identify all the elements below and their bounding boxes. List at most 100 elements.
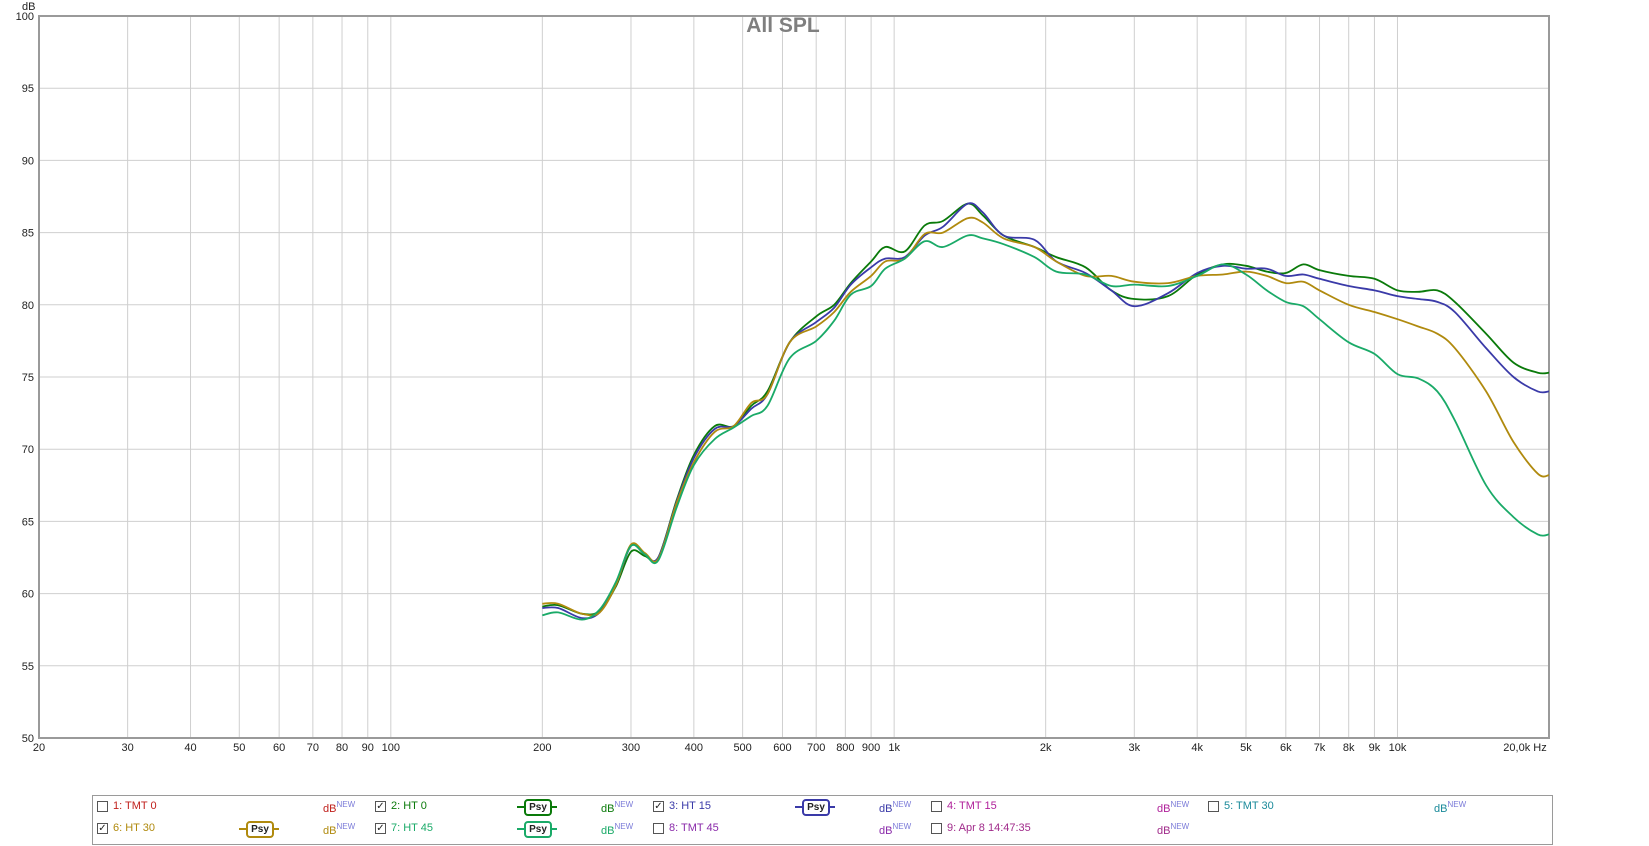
x-tick-label: 7k (1314, 742, 1326, 754)
legend-label[interactable]: 9: Apr 8 14:47:35 (947, 822, 1031, 834)
x-tick-label: 80 (336, 742, 348, 754)
legend-item: ✓ 6: HT 30 Psy dBNEW (93, 818, 363, 840)
y-axis-label: dB (22, 1, 35, 13)
x-tick-label: 8k (1343, 742, 1355, 754)
db-label: dB (879, 825, 893, 837)
x-tick-label: 900 (862, 742, 880, 754)
new-label: NEW (1170, 800, 1190, 809)
legend-checkbox[interactable] (931, 823, 942, 834)
legend-label[interactable]: 2: HT 0 (391, 800, 427, 812)
legend-checkbox[interactable]: ✓ (653, 801, 664, 812)
new-label: NEW (336, 822, 356, 831)
x-tick-label: 20,0k Hz (1503, 742, 1546, 754)
db-label: dB (1157, 803, 1171, 815)
y-tick-label: 100 (16, 11, 34, 23)
x-tick-label: 500 (733, 742, 751, 754)
new-label: NEW (1170, 822, 1190, 831)
x-tick-label: 700 (807, 742, 825, 754)
x-tick-label: 1k (888, 742, 900, 754)
legend-label[interactable]: 3: HT 15 (669, 800, 711, 812)
db-label: dB (1157, 825, 1171, 837)
new-label: NEW (614, 822, 634, 831)
y-tick-label: 80 (22, 300, 34, 312)
legend-item: ✓ 2: HT 0 Psy dBNEW (371, 796, 641, 818)
legend-checkbox[interactable] (653, 823, 664, 834)
x-tick-label: 800 (836, 742, 854, 754)
legend-label[interactable]: 4: TMT 15 (947, 800, 997, 812)
legend-checkbox[interactable]: ✓ (97, 823, 108, 834)
db-new-button[interactable]: dBNEW (601, 800, 633, 815)
legend-label[interactable]: 5: TMT 30 (1224, 800, 1274, 812)
x-tick-label: 400 (685, 742, 703, 754)
legend-checkbox[interactable]: ✓ (375, 801, 386, 812)
db-new-button[interactable]: dBNEW (601, 822, 633, 837)
y-tick-label: 70 (22, 444, 34, 456)
y-tick-labels: 50 55 60 65 70 75 80 85 90 95 100 (16, 11, 34, 745)
db-new-button[interactable]: dBNEW (1157, 822, 1189, 837)
db-label: dB (879, 803, 893, 815)
db-new-button[interactable]: dBNEW (1434, 800, 1466, 815)
y-tick-label: 50 (22, 733, 34, 745)
legend-checkbox[interactable] (97, 801, 108, 812)
legend-item: 4: TMT 15 dBNEW (927, 796, 1197, 818)
legend-row-2: ✓ 6: HT 30 Psy dBNEW ✓ 7: HT 45 Psy dBNEW 8: TMT… (93, 818, 1552, 840)
psy-smoothing-button[interactable]: Psy (517, 820, 557, 838)
y-tick-label: 85 (22, 228, 34, 240)
y-tick-label: 60 (22, 589, 34, 601)
legend-item: ✓ 7: HT 45 Psy dBNEW (371, 818, 641, 840)
new-label: NEW (614, 800, 634, 809)
series-line-6-ht-30 (542, 216, 1550, 617)
legend-item: 1: TMT 0 dBNEW (93, 796, 363, 818)
x-tick-label: 100 (382, 742, 400, 754)
x-tick-label: 6k (1280, 742, 1292, 754)
db-label: dB (1434, 803, 1448, 815)
x-tick-label: 4k (1191, 742, 1203, 754)
db-new-button[interactable]: dBNEW (1157, 800, 1189, 815)
spl-chart: 50 55 60 65 70 75 80 85 90 95 100 20 30 40 50 60 70 80 90… (16, 1, 1550, 754)
x-tick-label: 300 (622, 742, 640, 754)
db-new-button[interactable]: dBNEW (323, 800, 355, 815)
x-tick-label: 20 (33, 742, 45, 754)
x-tick-labels: 20 30 40 50 60 70 80 90 100 200 300 400 500 600 700 800… (33, 742, 1547, 754)
legend-row-1: 1: TMT 0 dBNEW ✓ 2: HT 0 Psy dBNEW ✓ 3: HT 15 Ps… (93, 796, 1552, 818)
grid-lines (38, 15, 1550, 739)
psy-label: Psy (524, 799, 552, 816)
db-label: dB (601, 803, 615, 815)
legend-label[interactable]: 8: TMT 45 (669, 822, 719, 834)
psy-smoothing-button[interactable]: Psy (795, 798, 835, 816)
x-tick-label: 2k (1040, 742, 1052, 754)
x-tick-label: 9k (1369, 742, 1381, 754)
x-tick-label: 50 (233, 742, 245, 754)
psy-label: Psy (802, 799, 830, 816)
x-tick-label: 10k (1389, 742, 1407, 754)
legend-panel: 1: TMT 0 dBNEW ✓ 2: HT 0 Psy dBNEW ✓ 3: HT 15 Ps… (92, 795, 1553, 845)
legend-checkbox[interactable]: ✓ (375, 823, 386, 834)
psy-smoothing-button[interactable]: Psy (517, 798, 557, 816)
x-tick-label: 3k (1128, 742, 1140, 754)
curves (542, 202, 1550, 621)
db-new-button[interactable]: dBNEW (879, 822, 911, 837)
legend-label[interactable]: 1: TMT 0 (113, 800, 157, 812)
new-label: NEW (892, 800, 912, 809)
db-new-button[interactable]: dBNEW (879, 800, 911, 815)
db-new-button[interactable]: dBNEW (323, 822, 355, 837)
x-tick-label: 600 (773, 742, 791, 754)
x-tick-label: 5k (1240, 742, 1252, 754)
y-tick-label: 65 (22, 516, 34, 528)
db-label: dB (323, 803, 337, 815)
chart-title: All SPL (746, 14, 820, 37)
series-line-7-ht-45 (542, 234, 1550, 621)
x-tick-label: 90 (362, 742, 374, 754)
legend-checkbox[interactable] (931, 801, 942, 812)
legend-item: 8: TMT 45 dBNEW (649, 818, 919, 840)
legend-item: 9: Apr 8 14:47:35 dBNEW (927, 818, 1197, 840)
psy-smoothing-button[interactable]: Psy (239, 820, 279, 838)
legend-label[interactable]: 7: HT 45 (391, 822, 433, 834)
legend-checkbox[interactable] (1208, 801, 1219, 812)
legend-item: 5: TMT 30 dBNEW (1204, 796, 1474, 818)
plot-border (38, 15, 1550, 739)
legend-label[interactable]: 6: HT 30 (113, 822, 155, 834)
new-label: NEW (1447, 800, 1467, 809)
new-label: NEW (892, 822, 912, 831)
x-tick-label: 30 (122, 742, 134, 754)
